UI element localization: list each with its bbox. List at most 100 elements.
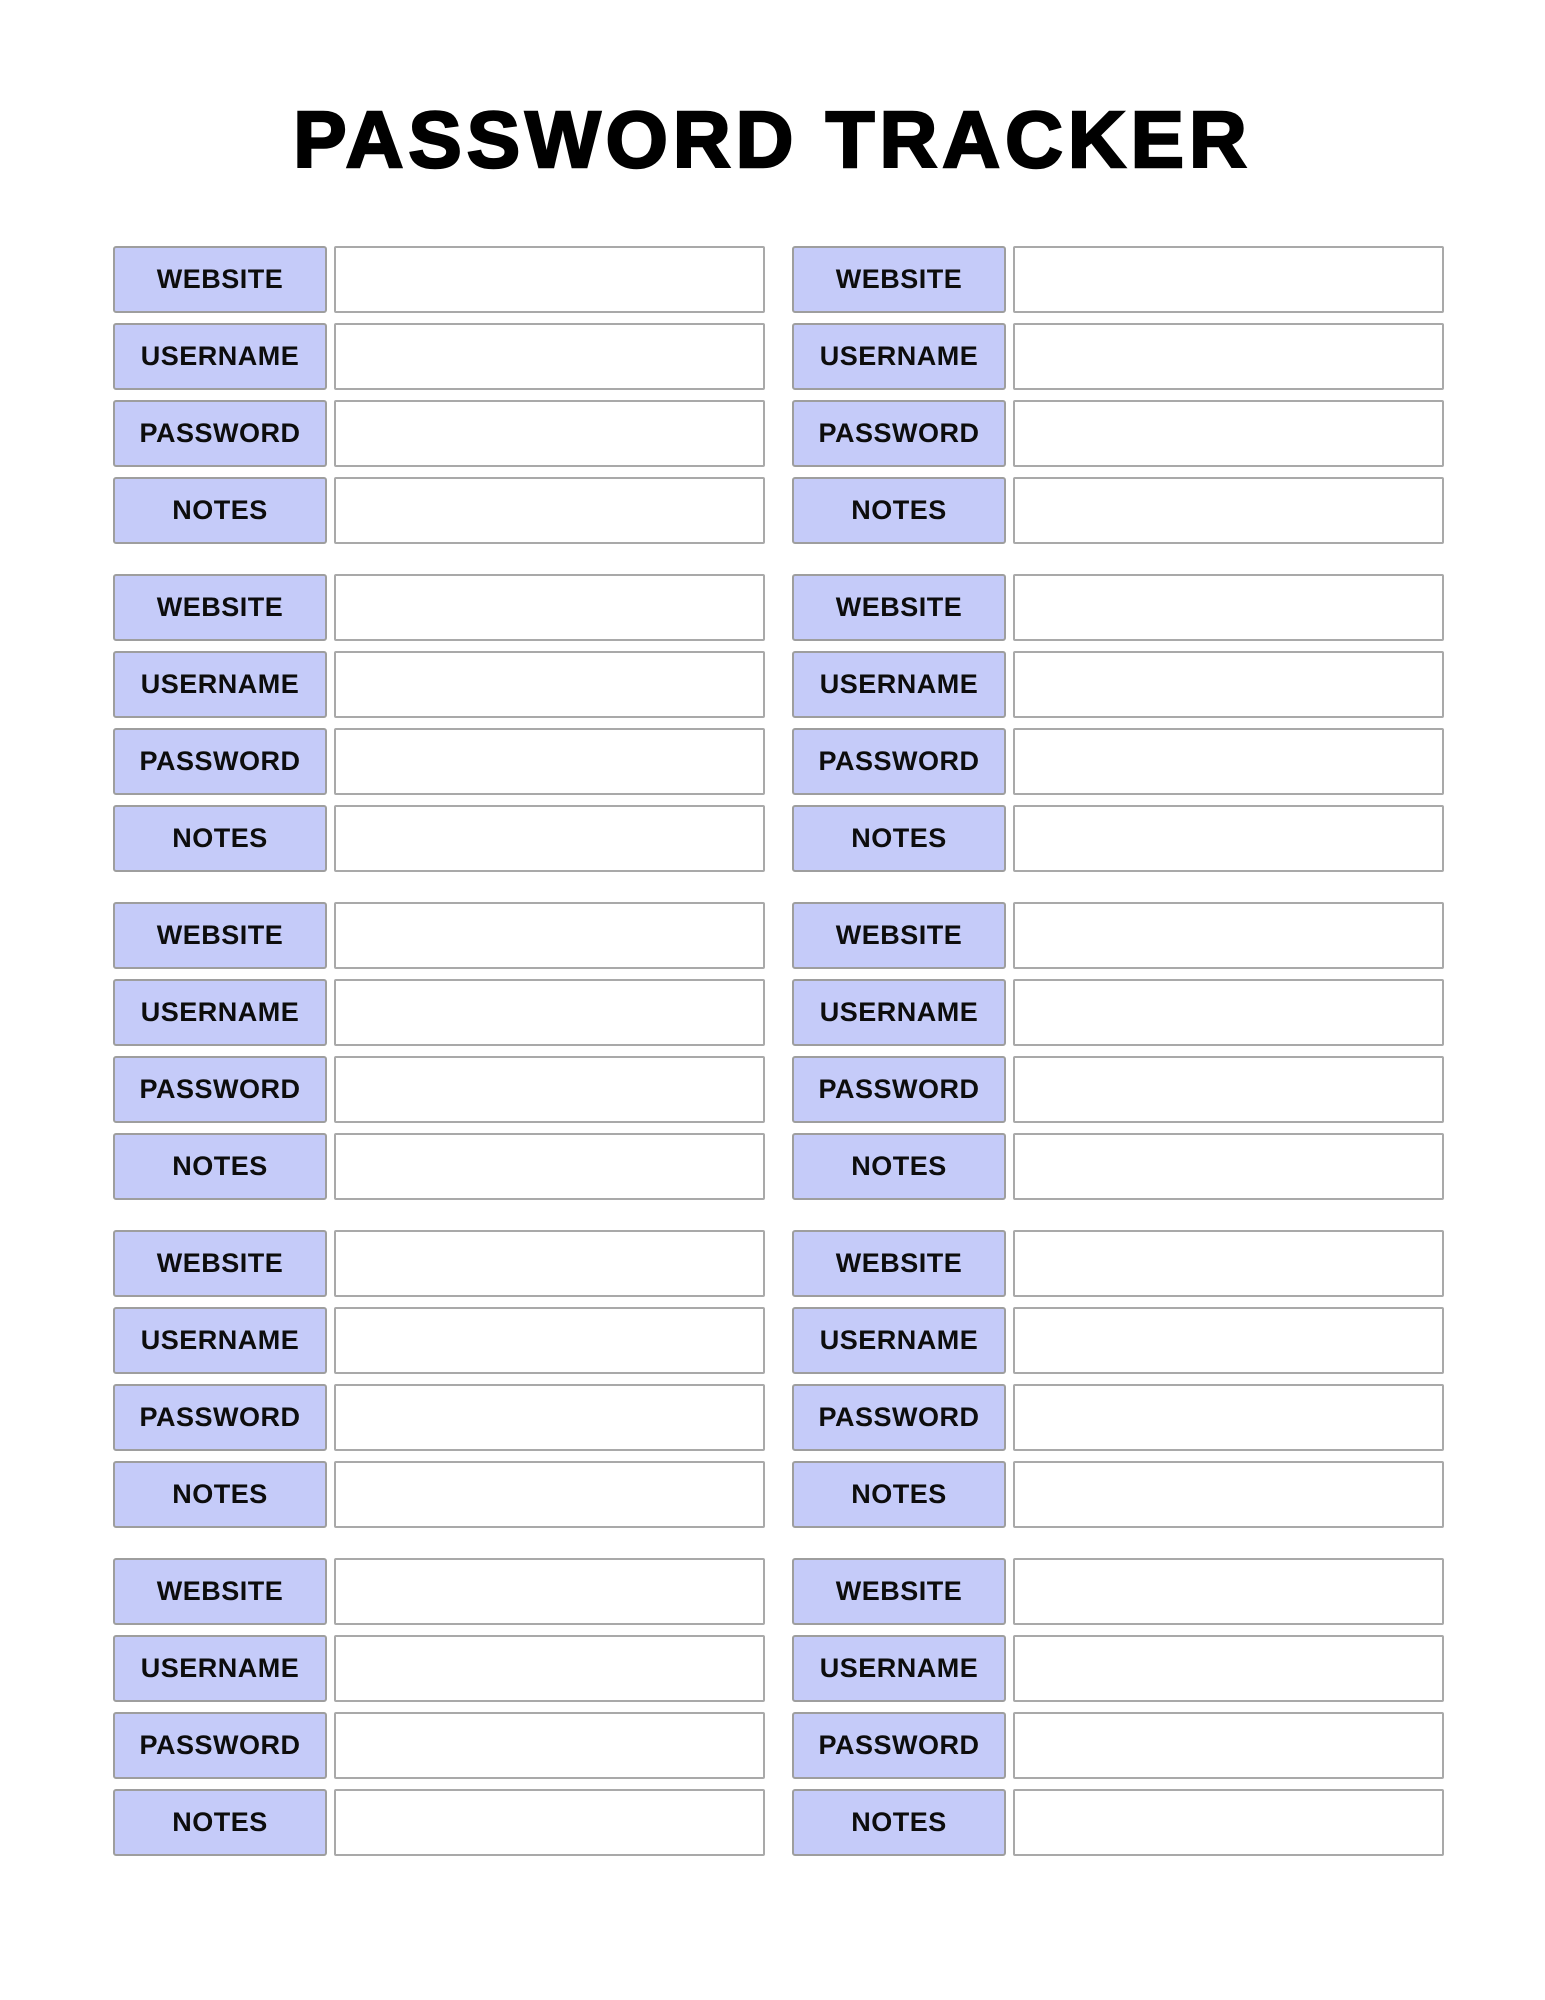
username-input[interactable] — [1013, 323, 1444, 390]
field-row: USERNAME — [792, 323, 1444, 390]
username-input[interactable] — [334, 1307, 765, 1374]
notes-input[interactable] — [1013, 1789, 1444, 1856]
field-label-notes: NOTES — [792, 805, 1006, 872]
field-label-username: USERNAME — [792, 1307, 1006, 1374]
field-label-username: USERNAME — [113, 1635, 327, 1702]
website-input[interactable] — [334, 574, 765, 641]
field-row: WEBSITE — [113, 574, 765, 641]
field-row: USERNAME — [113, 651, 765, 718]
credential-block: WEBSITE USERNAME PASSWORD NOTES — [113, 902, 765, 1200]
field-row: PASSWORD — [792, 1056, 1444, 1123]
field-row: USERNAME — [792, 651, 1444, 718]
field-label-notes: NOTES — [792, 1789, 1006, 1856]
field-label-website: WEBSITE — [792, 1558, 1006, 1625]
field-label-username: USERNAME — [792, 651, 1006, 718]
field-row: NOTES — [792, 1789, 1444, 1856]
password-input[interactable] — [334, 728, 765, 795]
field-row: PASSWORD — [113, 728, 765, 795]
field-label-password: PASSWORD — [113, 728, 327, 795]
field-label-website: WEBSITE — [792, 1230, 1006, 1297]
credential-block: WEBSITE USERNAME PASSWORD NOTES — [792, 902, 1444, 1200]
website-input[interactable] — [1013, 574, 1444, 641]
website-input[interactable] — [334, 246, 765, 313]
column-left: WEBSITE USERNAME PASSWORD NOTES WEBSITE USERN… — [113, 246, 765, 1856]
field-label-password: PASSWORD — [792, 728, 1006, 795]
field-row: USERNAME — [792, 1635, 1444, 1702]
username-input[interactable] — [1013, 1635, 1444, 1702]
field-label-password: PASSWORD — [792, 1712, 1006, 1779]
field-row: WEBSITE — [792, 574, 1444, 641]
field-label-password: PASSWORD — [113, 1056, 327, 1123]
password-input[interactable] — [334, 1384, 765, 1451]
username-input[interactable] — [334, 651, 765, 718]
password-input[interactable] — [1013, 1384, 1444, 1451]
field-label-password: PASSWORD — [113, 400, 327, 467]
notes-input[interactable] — [334, 1789, 765, 1856]
credential-block: WEBSITE USERNAME PASSWORD NOTES — [113, 1558, 765, 1856]
credential-block: WEBSITE USERNAME PASSWORD NOTES — [792, 246, 1444, 544]
field-row: PASSWORD — [113, 1712, 765, 1779]
field-label-notes: NOTES — [792, 1461, 1006, 1528]
password-input[interactable] — [1013, 1712, 1444, 1779]
field-label-notes: NOTES — [792, 477, 1006, 544]
website-input[interactable] — [1013, 1558, 1444, 1625]
field-row: WEBSITE — [113, 902, 765, 969]
password-input[interactable] — [334, 1712, 765, 1779]
field-label-website: WEBSITE — [792, 246, 1006, 313]
credential-block: WEBSITE USERNAME PASSWORD NOTES — [113, 246, 765, 544]
notes-input[interactable] — [334, 1461, 765, 1528]
field-row: USERNAME — [113, 1635, 765, 1702]
credential-block: WEBSITE USERNAME PASSWORD NOTES — [792, 574, 1444, 872]
field-label-notes: NOTES — [113, 477, 327, 544]
username-input[interactable] — [1013, 979, 1444, 1046]
website-input[interactable] — [1013, 246, 1444, 313]
field-row: NOTES — [792, 477, 1444, 544]
field-row: NOTES — [792, 805, 1444, 872]
website-input[interactable] — [334, 1558, 765, 1625]
field-label-username: USERNAME — [113, 1307, 327, 1374]
field-row: PASSWORD — [113, 1384, 765, 1451]
field-label-username: USERNAME — [113, 323, 327, 390]
username-input[interactable] — [334, 323, 765, 390]
field-label-username: USERNAME — [792, 1635, 1006, 1702]
notes-input[interactable] — [334, 477, 765, 544]
password-input[interactable] — [1013, 400, 1444, 467]
username-input[interactable] — [334, 979, 765, 1046]
field-row: USERNAME — [113, 323, 765, 390]
password-grid: WEBSITE USERNAME PASSWORD NOTES WEBSITE USERN… — [113, 246, 1444, 1856]
website-input[interactable] — [1013, 1230, 1444, 1297]
username-input[interactable] — [1013, 1307, 1444, 1374]
notes-input[interactable] — [1013, 1461, 1444, 1528]
notes-input[interactable] — [334, 1133, 765, 1200]
field-row: NOTES — [113, 1789, 765, 1856]
notes-input[interactable] — [1013, 805, 1444, 872]
password-input[interactable] — [1013, 728, 1444, 795]
credential-block: WEBSITE USERNAME PASSWORD NOTES — [792, 1558, 1444, 1856]
notes-input[interactable] — [334, 805, 765, 872]
field-label-username: USERNAME — [792, 323, 1006, 390]
password-input[interactable] — [334, 400, 765, 467]
password-input[interactable] — [334, 1056, 765, 1123]
field-row: WEBSITE — [792, 902, 1444, 969]
field-row: USERNAME — [113, 1307, 765, 1374]
password-input[interactable] — [1013, 1056, 1444, 1123]
field-row: WEBSITE — [792, 1558, 1444, 1625]
field-label-notes: NOTES — [113, 1461, 327, 1528]
field-row: USERNAME — [792, 1307, 1444, 1374]
website-input[interactable] — [334, 1230, 765, 1297]
website-input[interactable] — [1013, 902, 1444, 969]
username-input[interactable] — [1013, 651, 1444, 718]
field-label-website: WEBSITE — [792, 574, 1006, 641]
field-label-notes: NOTES — [792, 1133, 1006, 1200]
field-row: NOTES — [113, 477, 765, 544]
field-row: WEBSITE — [113, 246, 765, 313]
username-input[interactable] — [334, 1635, 765, 1702]
notes-input[interactable] — [1013, 1133, 1444, 1200]
credential-block: WEBSITE USERNAME PASSWORD NOTES — [113, 574, 765, 872]
field-label-notes: NOTES — [113, 1789, 327, 1856]
field-label-website: WEBSITE — [113, 1230, 327, 1297]
website-input[interactable] — [334, 902, 765, 969]
credential-block: WEBSITE USERNAME PASSWORD NOTES — [792, 1230, 1444, 1528]
notes-input[interactable] — [1013, 477, 1444, 544]
field-label-website: WEBSITE — [113, 1558, 327, 1625]
